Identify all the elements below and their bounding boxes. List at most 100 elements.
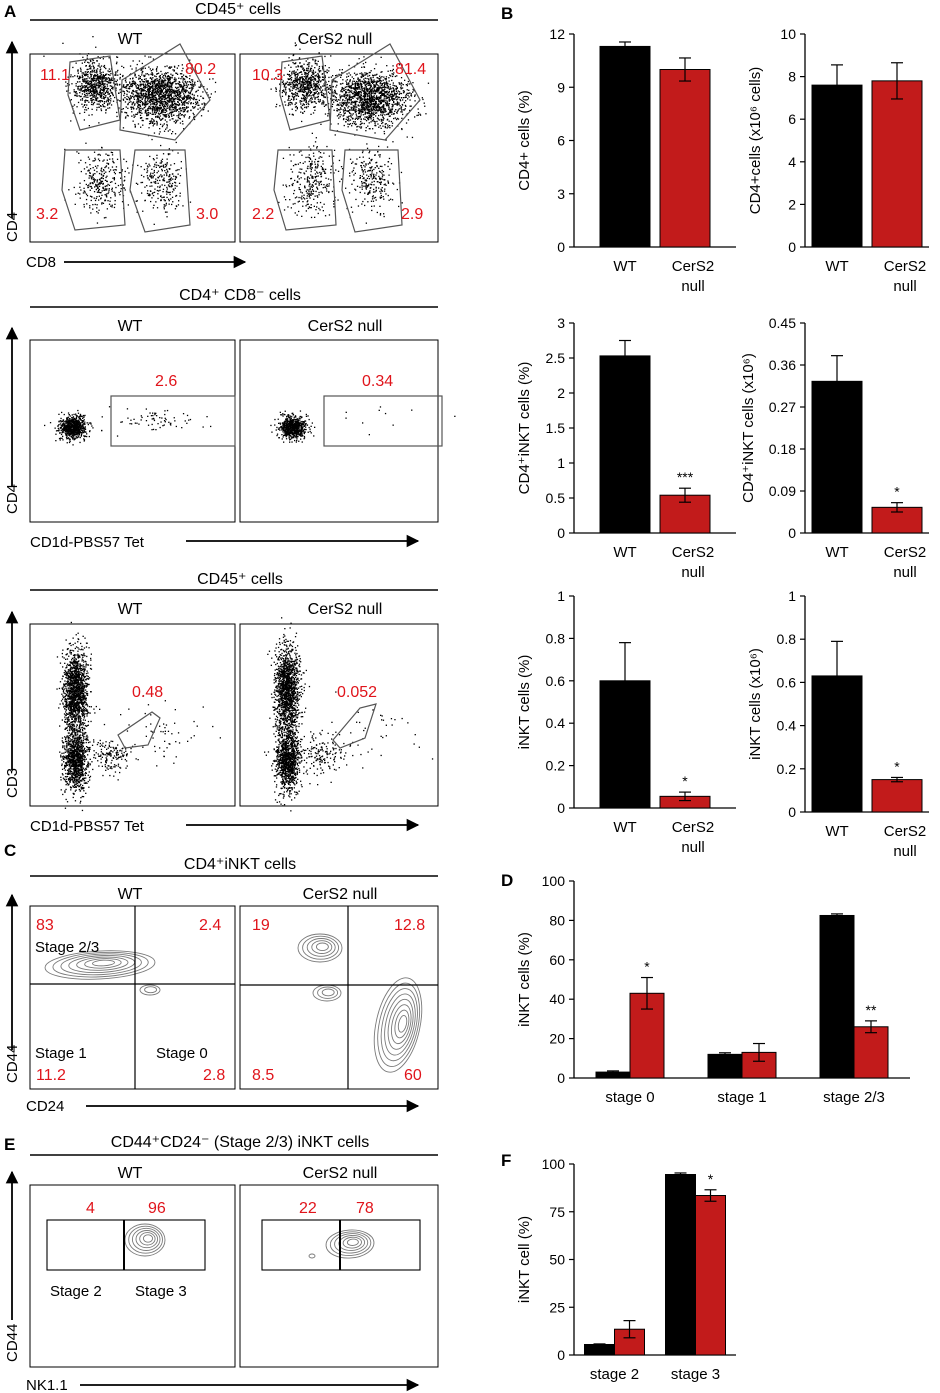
a2-wt-events (44, 406, 212, 446)
e-stage3-label: Stage 3 (135, 1283, 187, 1300)
x-category-label: CerS2 null (672, 819, 715, 856)
y-tick-label: 0.09 (769, 483, 796, 499)
x-category-label: stage 3 (671, 1366, 720, 1383)
bar-cers2-null (853, 1026, 889, 1079)
flow-plot-e: CD44⁺CD24⁻ (Stage 2/3) iNKT cells WT Cer… (4, 1134, 439, 1393)
e-ko-right: 78 (356, 1200, 374, 1217)
y-tick-label: 0.6 (546, 673, 566, 689)
a2-ko-label: CerS2 null (308, 318, 383, 335)
y-tick-label: 50 (549, 1252, 565, 1268)
significance-marker: ** (866, 1002, 877, 1018)
e-ko-label: CerS2 null (303, 1165, 378, 1182)
bar-wt (665, 1174, 696, 1356)
y-tick-label: 40 (549, 991, 565, 1007)
chart-b6: 0 0.2 0.4 0.6 0.8 1 iNKT cells (x10⁶) WT * CerS2 n… (747, 588, 929, 860)
bar-cers2-null (695, 1195, 726, 1356)
y-tick-label: 0.2 (546, 758, 566, 774)
e-x-axis-label: NK1.1 (26, 1377, 68, 1393)
y-tick-label: 2.5 (546, 350, 566, 366)
y-tick-label: 2 (557, 385, 565, 401)
bar-wt (819, 914, 855, 1079)
y-axis-title: CD4+ cells (%) (516, 90, 533, 190)
e-y-axis-label: CD44 (4, 1324, 21, 1362)
a1-wt-label: WT (118, 31, 143, 48)
y-tick-label: 0 (557, 525, 565, 541)
a3-wt-events (56, 621, 221, 812)
bar-wt (707, 1053, 743, 1079)
a2-ko-events (270, 406, 456, 443)
y-tick-label: 0.36 (769, 357, 796, 373)
y-tick-label: 12 (549, 26, 565, 42)
a3-y-axis-label: CD3 (4, 768, 21, 798)
bar-wt (811, 84, 863, 248)
y-axis-title: CD4⁺iNKT cells (%) (516, 362, 533, 495)
y-tick-label: 0 (557, 1347, 565, 1363)
x-category-label: CerS2 null (884, 544, 927, 581)
a1-wt-br: 3.0 (196, 206, 218, 223)
chart-b5: 0 0.2 0.4 0.6 0.8 1 iNKT cells (%) WT * CerS2 null (516, 588, 736, 856)
y-tick-label: 10 (780, 26, 796, 42)
y-tick-label: 4 (788, 154, 796, 170)
x-category-label: WT (825, 544, 848, 561)
y-tick-label: 0.4 (546, 715, 566, 731)
a1-y-axis-label: CD4 (4, 212, 21, 242)
chart-d: 0 20 40 60 80 100 iNKT cells (%) * stage 0 stage … (516, 873, 910, 1106)
c-ko-bl: 8.5 (252, 1067, 274, 1084)
a1-header: CD45⁺ cells (195, 1, 281, 18)
bar-cers2-null (871, 80, 923, 248)
significance-marker: * (644, 959, 650, 975)
y-axis-title: CD4⁺iNKT cells (x10⁶) (740, 353, 757, 503)
a1-wt-tr: 80.2 (185, 61, 216, 78)
chart-b4: 0 0.09 0.18 0.27 0.36 0.45 CD4⁺iNKT cells (x10… (740, 315, 929, 581)
a2-wt-label: WT (118, 318, 143, 335)
a3-ko-label: CerS2 null (308, 601, 383, 618)
c-ko-tl: 19 (252, 917, 270, 934)
y-tick-label: 60 (549, 952, 565, 968)
y-tick-label: 100 (542, 1156, 566, 1172)
y-tick-label: 0 (557, 1070, 565, 1086)
significance-marker: * (682, 773, 688, 789)
flow-plot-a1: CD45⁺ cells WT CerS2 null 11.1 80.2 3.2 … (4, 1, 439, 271)
y-tick-label: 0.8 (546, 630, 566, 646)
significance-marker: * (708, 1171, 714, 1187)
significance-marker: * (894, 484, 900, 500)
c-stage0-label: Stage 0 (156, 1045, 208, 1062)
y-tick-label: 6 (557, 133, 565, 149)
a2-y-axis-label: CD4 (4, 484, 21, 514)
y-tick-label: 0.8 (777, 631, 797, 647)
y-tick-label: 0 (788, 804, 796, 820)
y-tick-label: 0.45 (769, 315, 796, 331)
a1-ko-br: 2.9 (401, 206, 423, 223)
a1-wt-events (43, 36, 217, 225)
significance-marker: *** (677, 469, 694, 485)
a3-ko-gate: 0.052 (337, 684, 377, 701)
c-ko-label: CerS2 null (303, 886, 378, 903)
c-stage1-label: Stage 1 (35, 1045, 87, 1062)
y-tick-label: 25 (549, 1299, 565, 1315)
e-ko-left: 22 (299, 1200, 317, 1217)
y-tick-label: 75 (549, 1204, 565, 1220)
chart-b2: 0 2 4 6 8 10 CD4+cells (x10⁶ cells) WT CerS2 null (747, 26, 929, 295)
y-tick-label: 6 (788, 111, 796, 127)
c-y-axis-label: CD44 (4, 1045, 21, 1083)
a3-wt-label: WT (118, 601, 143, 618)
e-stage2-label: Stage 2 (50, 1283, 102, 1300)
x-category-label: WT (825, 823, 848, 840)
a2-header: CD4⁺ CD8⁻ cells (179, 287, 301, 304)
a1-x-axis-label: CD8 (26, 254, 56, 271)
y-tick-label: 0.4 (777, 718, 797, 734)
flow-plot-a3: CD45⁺ cells WT CerS2 null 0.48 0.052 CD1… (4, 571, 439, 835)
y-axis-title: CD4+cells (x10⁶ cells) (747, 67, 764, 214)
e-wt-right: 96 (148, 1200, 166, 1217)
c-ko-tr: 12.8 (394, 917, 425, 934)
a3-x-axis-label: CD1d-PBS57 Tet (30, 818, 145, 835)
x-category-label: stage 2 (590, 1366, 639, 1383)
x-category-label: CerS2 null (884, 823, 927, 860)
bar-cers2-null (614, 1328, 645, 1356)
c-wt-bl: 11.2 (36, 1067, 66, 1084)
x-category-label: WT (825, 258, 848, 275)
e-wt-left: 4 (86, 1200, 95, 1217)
y-tick-label: 0 (557, 239, 565, 255)
panel-letter-d: D (501, 871, 513, 890)
c-x-axis-label: CD24 (26, 1098, 64, 1115)
